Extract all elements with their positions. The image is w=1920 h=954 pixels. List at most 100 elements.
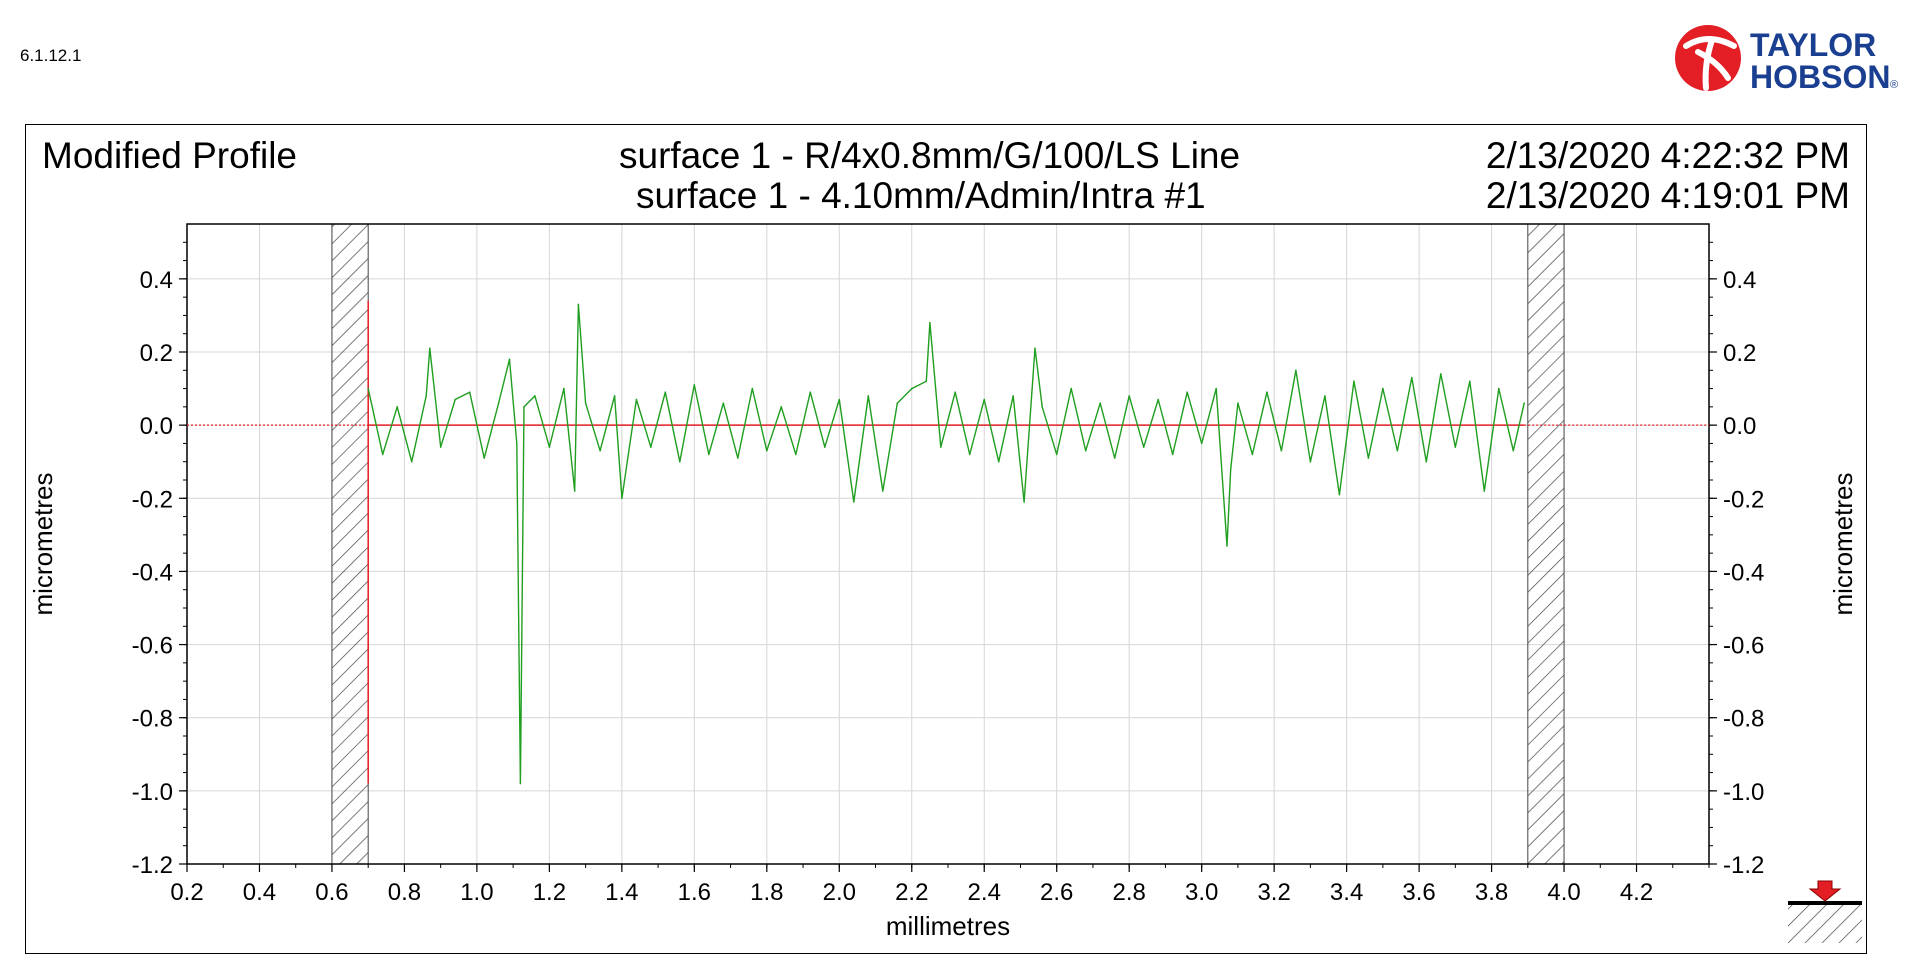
x-tick-label: 4.2 (1620, 879, 1653, 906)
profile-data-point (425, 395, 427, 397)
x-axis-label: millimetres (886, 911, 1010, 941)
profile-data-point (534, 395, 536, 397)
profile-data-point (1396, 449, 1399, 452)
profile-data-point (1099, 402, 1101, 405)
profile-data-point (1012, 395, 1015, 397)
y-tick-label-left: -1.0 (132, 779, 173, 806)
profile-data-point (621, 497, 623, 500)
profile-data-point (1186, 391, 1188, 394)
profile-data-point (896, 402, 899, 405)
profile-data-point (1113, 457, 1116, 459)
profile-data-point (1353, 380, 1355, 383)
profile-data-point (1523, 402, 1525, 405)
x-tick-label: 2.6 (1040, 879, 1073, 906)
profile-data-point (983, 398, 986, 401)
timestamp-2: 2/13/2020 4:19:01 PM (1485, 175, 1850, 216)
y-tick-label-left: -0.8 (132, 706, 173, 733)
profile-data-point (881, 490, 884, 492)
x-tick-label: 2.0 (823, 879, 856, 906)
profile-data-point (1324, 395, 1326, 397)
x-tick-label: 3.0 (1185, 879, 1218, 906)
x-tick-label: 0.2 (170, 879, 203, 906)
profile-data-point (766, 449, 768, 452)
profile-data-point (483, 457, 485, 459)
x-tick-label: 1.8 (750, 879, 783, 906)
profile-data-point (1157, 398, 1159, 401)
profile-data-point (1229, 468, 1232, 470)
profile-chart: 0.2 0.4 0.6 0.8 1.0 1.2 1.4 1.6 1.8 2.0 2.2 2.4 2.6 2… (28, 223, 1862, 943)
profile-data-point (1128, 395, 1130, 397)
profile-data-point (1280, 449, 1283, 452)
profile-data-point (708, 453, 710, 456)
profile-data-point (939, 446, 942, 448)
profile-data-point (1512, 449, 1515, 452)
profile-data-point (410, 460, 413, 463)
profile-data-point (1215, 387, 1217, 390)
profile-data-point (1034, 347, 1036, 350)
profile-data-point (497, 402, 500, 405)
version-label: 6.1.12.1 (20, 46, 82, 65)
profile-data-point (577, 303, 580, 306)
profile-data-point (929, 321, 931, 324)
x-tick-label: 3.4 (1330, 879, 1363, 906)
profile-data-point (396, 406, 398, 408)
y-axis-label-right: micrometres (1828, 472, 1858, 615)
x-tick-label: 0.8 (388, 879, 421, 906)
x-tick-label: 3.8 (1475, 879, 1508, 906)
x-tick-label: 1.2 (533, 879, 566, 906)
profile-data-point (968, 453, 971, 456)
logo-registered: ® (1890, 79, 1898, 91)
y-tick-label-right: 0.4 (1723, 267, 1756, 294)
profile-data-point (1084, 449, 1087, 452)
profile-data-point (809, 391, 812, 394)
profile-data-point (751, 387, 754, 390)
profile-data-point (1454, 446, 1457, 448)
y-tick-label-left: 0.0 (140, 413, 173, 440)
profile-data-point (679, 460, 681, 463)
y-tick-label-left: 0.4 (140, 267, 173, 294)
subtitle-line2: surface 1 - 4.10mm/Admin/Intra #1 (636, 175, 1206, 216)
profile-data-point (573, 490, 576, 492)
profile-data-point (584, 402, 587, 405)
y-tick-label-right: -0.4 (1723, 559, 1764, 586)
profile-data-point (823, 446, 826, 448)
profile-data-point (1338, 493, 1341, 496)
x-tick-label: 3.6 (1402, 879, 1435, 906)
profile-data-point (1411, 376, 1413, 379)
profile-data-point (1469, 380, 1471, 383)
profile-data-point (954, 391, 957, 394)
x-tick-label: 1.4 (605, 879, 638, 906)
profile-data-point (515, 442, 518, 445)
profile-data-point (1251, 453, 1254, 456)
profile-data-point (1382, 387, 1384, 390)
y-tick-label-right: -0.2 (1723, 486, 1764, 513)
logo-line2: HOBSON (1750, 59, 1890, 94)
profile-data-point (381, 453, 384, 456)
profile-data-point (519, 782, 522, 785)
y-tick-label-left: 0.2 (140, 340, 173, 367)
y-tick-label-right: -1.2 (1723, 852, 1764, 879)
profile-data-point (523, 406, 525, 408)
profile-data-point (650, 446, 652, 448)
x-tick-label: 2.2 (895, 879, 928, 906)
profile-data-point (664, 391, 667, 394)
profile-data-point (1200, 442, 1203, 445)
y-tick-label-left: -0.6 (132, 633, 173, 660)
profile-data-point (1440, 373, 1442, 375)
report-frame: Modified Profile surface 1 - R/4x0.8mm/G… (25, 124, 1867, 954)
profile-data-point (613, 395, 616, 397)
logo-line1: TAYLOR (1750, 27, 1876, 63)
profile-data-point (508, 358, 511, 361)
profile-data-point (1171, 453, 1174, 456)
profile-data-point (454, 398, 456, 401)
y-axis-label-left: micrometres (28, 472, 58, 615)
y-tick-label-right: -0.8 (1723, 706, 1764, 733)
profile-data-point (693, 384, 696, 386)
x-tick-label: 1.0 (460, 879, 493, 906)
profile-data-point (599, 449, 601, 452)
x-tick-label: 4.0 (1547, 879, 1580, 906)
taylor-hobson-logo: TAYLOR HOBSON ® (1675, 25, 1898, 94)
x-tick-label: 2.4 (968, 879, 1001, 906)
profile-data-point (780, 406, 783, 408)
profile-data-point (548, 446, 551, 448)
